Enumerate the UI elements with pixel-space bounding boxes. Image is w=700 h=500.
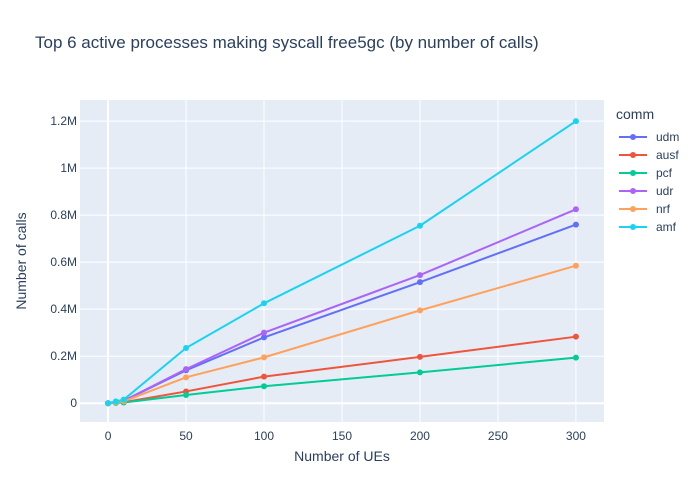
legend-item-pcf[interactable]: pcf <box>616 165 672 183</box>
data-point-pcf <box>261 383 268 390</box>
legend-swatch-udm <box>619 134 647 140</box>
x-tick-label: 100 <box>254 429 274 443</box>
y-tick-label: 1M <box>60 161 77 175</box>
data-point-nrf <box>261 354 268 361</box>
data-point-ausf <box>261 373 268 380</box>
data-point-amf <box>105 400 112 407</box>
legend-swatch-pcf <box>619 170 647 176</box>
data-point-amf <box>572 118 579 125</box>
data-point-udm <box>416 279 423 286</box>
data-point-udm <box>572 221 579 228</box>
legend-label: amf <box>656 220 677 234</box>
legend-label: ausf <box>656 148 679 162</box>
data-point-udm <box>261 334 268 341</box>
data-point-pcf <box>572 354 579 361</box>
x-axis-title: Number of UEs <box>294 448 390 464</box>
legend: comm udm ausf pcf udr nrf amf <box>616 106 679 237</box>
series-amf <box>105 118 579 407</box>
legend-swatch-ausf <box>619 152 647 158</box>
x-tick-label: 250 <box>488 429 508 443</box>
data-point-amf <box>112 398 119 405</box>
x-tick-label: 200 <box>410 429 430 443</box>
legend-title: comm <box>616 106 655 122</box>
legend-label: nrf <box>656 202 671 216</box>
x-tick-label: 300 <box>566 429 586 443</box>
legend-swatch-nrf <box>619 206 647 212</box>
legend-swatch-amf <box>619 224 647 230</box>
y-tick-label: 1.2M <box>50 114 77 128</box>
data-point-udr <box>183 366 190 373</box>
y-tick-label: 0.8M <box>50 208 77 222</box>
data-point-amf <box>120 396 127 403</box>
data-point-udr <box>261 329 268 336</box>
legend-item-nrf[interactable]: nrf <box>616 201 670 219</box>
data-point-amf <box>183 344 190 351</box>
y-tick-label: 0.2M <box>50 349 77 363</box>
legend-label: pcf <box>656 166 673 180</box>
data-point-udr <box>572 206 579 213</box>
legend-label: udm <box>656 130 680 144</box>
x-tick-label: 50 <box>179 429 193 443</box>
data-point-pcf <box>416 369 423 376</box>
y-tick-label: 0.4M <box>50 302 77 316</box>
legend-swatch-udr <box>619 188 647 194</box>
legend-items: udm ausf pcf udr nrf amf <box>616 129 679 237</box>
data-point-nrf <box>416 307 423 314</box>
data-point-udr <box>416 272 423 279</box>
x-tick-label: 0 <box>105 429 112 443</box>
data-point-pcf <box>183 391 190 398</box>
data-point-amf <box>416 222 423 229</box>
legend-item-udr[interactable]: udr <box>616 183 673 201</box>
legend-item-ausf[interactable]: ausf <box>616 147 679 165</box>
data-point-amf <box>261 300 268 307</box>
chart-title: Top 6 active processes making syscall fr… <box>35 33 539 52</box>
data-point-ausf <box>572 333 579 340</box>
data-point-ausf <box>416 353 423 360</box>
y-tick-label: 0.6M <box>50 255 77 269</box>
y-tick-label: 0 <box>70 396 77 410</box>
data-point-nrf <box>183 374 190 381</box>
legend-label: udr <box>656 184 674 198</box>
x-tick-label: 150 <box>332 429 352 443</box>
legend-item-udm[interactable]: udm <box>616 129 679 147</box>
legend-item-amf[interactable]: amf <box>616 219 676 237</box>
data-point-nrf <box>572 262 579 269</box>
y-axis-title: Number of calls <box>13 212 29 309</box>
